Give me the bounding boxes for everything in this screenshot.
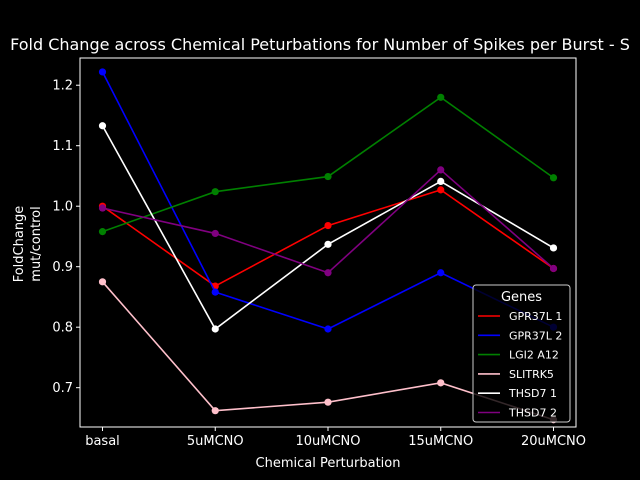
legend-label-thsd7-2: THSD7 2 [508,407,557,420]
data-point [324,269,332,277]
x-tick-label: 5uMCNO [187,434,244,449]
series-line [102,96,554,233]
x-tick-label: 10uMCNO [295,434,360,449]
data-point [437,93,445,101]
legend-label-gpr37l-2: GPR37L 2 [509,329,562,342]
data-point [211,229,219,238]
series-lgi2-a12 [98,93,558,236]
data-point [549,174,558,182]
legend-label-slitrk5: SLITRK5 [509,368,554,381]
data-point [437,186,445,194]
data-point [437,269,445,277]
data-point [98,278,107,286]
y-tick-label: 0.9 [52,260,73,275]
y-tick-label: 1.0 [52,200,73,215]
data-point [324,172,332,181]
y-tick-label: 1.2 [52,79,73,94]
x-tick-label: 20uMCNO [521,434,586,449]
data-point [549,244,558,252]
chart-title: Fold Change across Chemical Peturbations… [10,35,630,54]
data-point [211,407,219,415]
data-point [437,166,445,174]
legend-label-gpr37l-1: GPR37L 1 [509,310,562,323]
y-axis-label-line2: mut/control [29,206,44,281]
data-point [437,177,445,186]
data-point [324,240,332,248]
data-point [324,398,332,406]
x-tick-label: 15uMCNO [408,434,473,449]
series-thsd7-2 [98,166,558,277]
legend-title: Genes [501,290,542,305]
data-point [98,68,107,76]
x-tick-label: basal [85,434,120,449]
data-point [98,228,107,236]
data-point [324,325,332,333]
data-point [98,122,107,130]
data-point [437,379,445,387]
y-axis-label-line1: FoldChange [12,206,27,283]
y-axis-label: FoldChange mut/control [12,206,44,283]
data-point [211,288,219,296]
legend-frame [472,284,571,423]
legend-label-lgi2-a12: LGI2 A12 [509,349,559,362]
y-tick-label: 1.1 [52,139,73,154]
data-point [324,221,332,230]
y-tick-label: 0.7 [52,381,73,396]
data-point [98,204,107,212]
data-point [211,325,219,333]
x-axis-label: Chemical Perturbation [256,456,401,471]
data-point [211,188,219,196]
legend: Genes GPR37L 1 GPR37L 2 LGI2 A12 SLITRK5 THSD… [472,284,571,423]
data-point [549,264,558,273]
y-tick-label: 0.8 [52,321,73,336]
legend-label-thsd7-1: THSD7 1 [508,387,557,400]
